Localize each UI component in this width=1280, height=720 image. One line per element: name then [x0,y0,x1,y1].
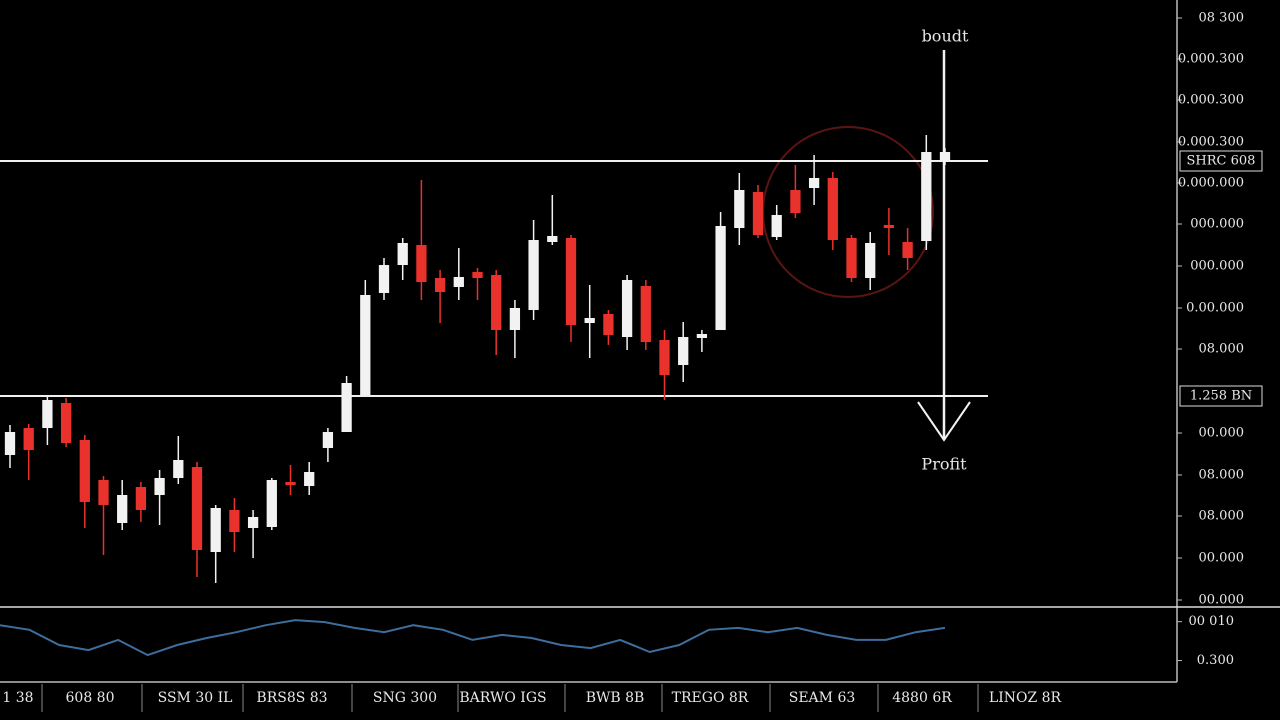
candle-body [883,225,895,228]
candle-body [322,432,334,448]
candle-body [154,478,165,495]
candle-body [378,265,390,293]
price-tag-label: SHRC 608 [1187,154,1256,169]
candle-body [472,272,483,278]
candle-body [621,280,633,337]
x-tick-label: 4880 6R [892,690,952,706]
y-tick-label: 08.000 [1199,342,1245,357]
price-tag [1179,150,1263,172]
candle-body [210,508,221,552]
candle-body [584,318,595,323]
y-tick-label: 08.000 [1199,509,1245,524]
candle-body [808,178,820,188]
y-tick-label: 0.000.300 [1178,52,1244,67]
candle-body [42,400,53,428]
x-tick-label: 1 38 [2,690,33,706]
candle-body [416,245,427,282]
y-tick-label: 000.000 [1190,259,1244,274]
candle-body [117,495,128,523]
y-tick-label: 0.300 [1197,653,1234,668]
candle-body [304,472,315,486]
candle-body [659,340,670,375]
candle-body [229,510,240,532]
candle-body [865,243,876,278]
y-tick-label: 0.000.300 [1178,135,1244,150]
x-tick-label: BARWO IGS [459,690,546,706]
candle-body [341,383,352,432]
candle-body [453,277,464,287]
arrow-head [917,401,971,442]
candle-body [696,334,708,338]
candle-body [827,178,838,240]
candle-body [23,428,34,450]
candle-body [98,480,109,505]
candle-body [752,192,764,235]
candle-body [715,226,726,330]
candle-body [678,337,689,365]
candle-body [79,440,90,502]
y-tick-label: 000.000 [1190,217,1244,232]
candle-body [547,236,558,242]
candle-body [771,215,782,237]
candle-body [902,242,913,258]
candle-body [4,432,16,455]
candle-body [734,190,745,228]
x-tick-label: SEAM 63 [789,690,856,706]
y-tick-label: 00 010 [1189,614,1235,629]
candle-body [191,467,203,550]
candle-body [360,295,371,395]
candle-body [60,403,72,443]
x-tick-label: SSM 30 IL [158,690,233,706]
price-tag-label: 1.258 BN [1190,389,1252,404]
candle-body [603,314,614,335]
x-tick-label: LINOZ 8R [989,690,1062,706]
candle-body [173,460,184,478]
y-tick-label: 0.000.000 [1178,176,1244,191]
y-tick-label: 00.000 [1199,593,1245,608]
candle-body [790,190,801,213]
y-tick-label: 00.000 [1199,426,1245,441]
y-tick-label: 0.00.000 [1186,301,1244,316]
candle-body [434,278,446,292]
candle-body [846,238,857,278]
candle-body [247,517,259,528]
y-tick-label: 08.000 [1199,468,1245,483]
candle-body [135,487,147,510]
y-tick-label: 00.000 [1199,551,1245,566]
candle-body [640,286,651,342]
candle-body [565,238,577,325]
x-tick-label: BWB 8B [586,690,645,706]
candle-body [491,275,502,330]
candle-body [509,308,521,330]
x-tick-label: SNG 300 [373,690,437,706]
y-tick-label: 08 300 [1199,11,1245,26]
x-tick-label: TREGO 8R [672,690,749,706]
candle-body [266,480,277,527]
annotation: Profit [921,455,967,474]
candle-body [921,152,932,241]
candle-body [939,152,951,160]
x-tick-label: 608 80 [66,690,115,706]
y-tick-label: 0.000.300 [1178,93,1244,108]
candle-body [528,240,539,310]
annotation: boudt [922,27,969,46]
candle-body [397,243,408,265]
price-tag [1179,385,1263,407]
indicator-line [0,619,946,657]
x-tick-label: BRS8S 83 [256,690,327,706]
candle-body [285,482,296,485]
